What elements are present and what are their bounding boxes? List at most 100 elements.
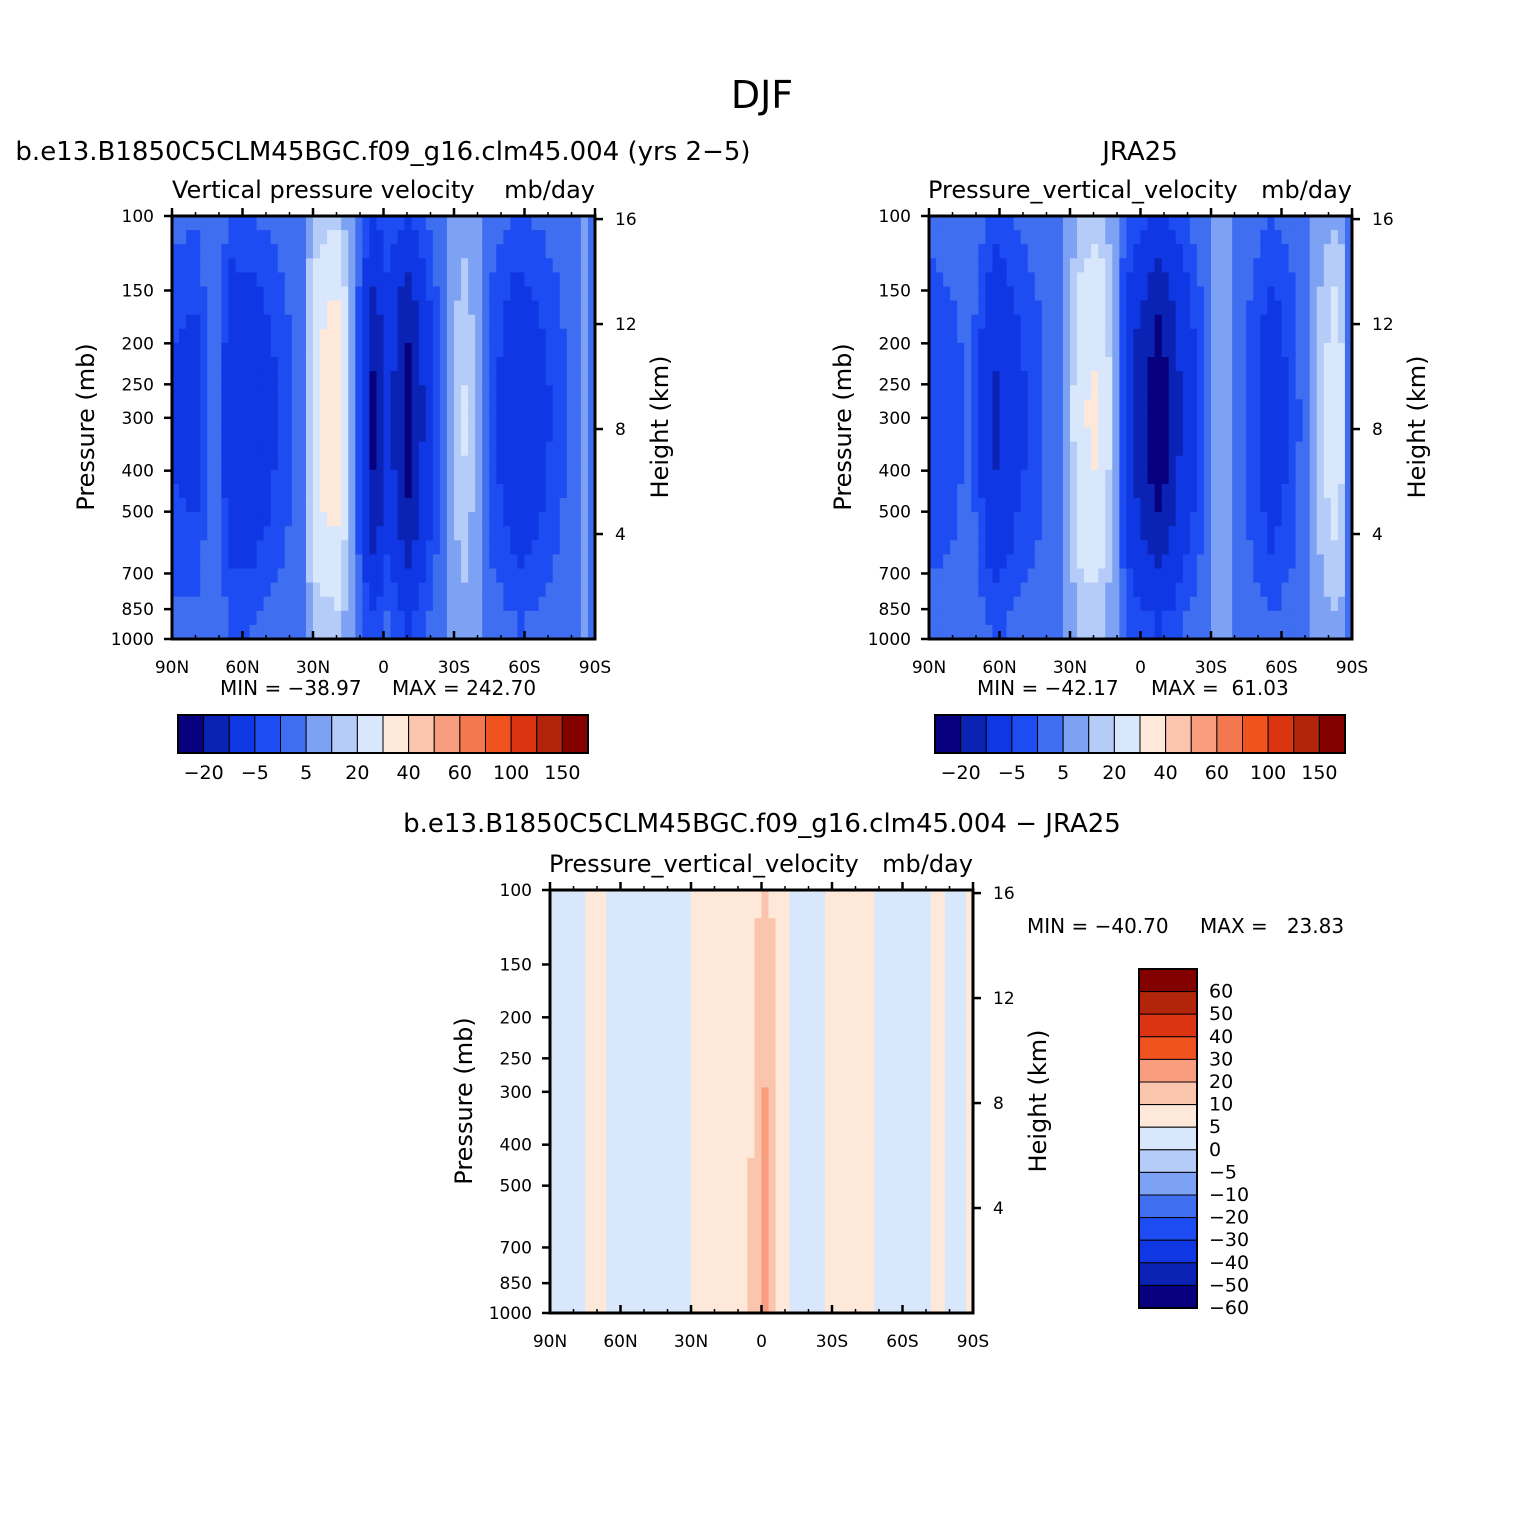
field-cell xyxy=(733,918,741,933)
field-cell xyxy=(1295,244,1304,259)
field-cell xyxy=(964,455,972,471)
field-cell xyxy=(503,540,511,555)
field-cell xyxy=(489,399,497,414)
field-cell xyxy=(1232,258,1240,273)
field-cell xyxy=(1055,244,1064,259)
field-cell xyxy=(768,960,777,976)
field-cell xyxy=(1309,357,1318,372)
field-cell xyxy=(552,258,561,273)
field-cell xyxy=(775,1087,784,1103)
field-cell xyxy=(620,1228,629,1244)
field-cell xyxy=(1133,568,1142,584)
field-cell xyxy=(179,314,187,330)
field-cell xyxy=(1168,427,1177,443)
field-cell xyxy=(627,960,636,976)
field-cell xyxy=(1330,469,1339,485)
field-cell xyxy=(550,918,558,933)
field-cell xyxy=(1330,371,1339,386)
field-cell xyxy=(1316,244,1325,259)
field-cell xyxy=(943,258,951,273)
field-cell xyxy=(599,1172,607,1187)
y-tick-label: 500 xyxy=(122,503,154,523)
field-cell xyxy=(298,483,307,499)
field-cell xyxy=(1055,554,1064,570)
field-cell xyxy=(1034,272,1043,288)
field-cell xyxy=(404,441,413,457)
field-cell xyxy=(698,1172,706,1187)
field-cell xyxy=(545,596,554,612)
field-cell xyxy=(698,1242,706,1258)
field-cell xyxy=(411,441,420,457)
field-cell xyxy=(256,230,265,245)
field-cell xyxy=(313,272,321,288)
field-cell xyxy=(1316,427,1325,443)
field-cell xyxy=(768,1016,777,1032)
field-cell xyxy=(320,554,328,570)
field-cell xyxy=(193,413,201,429)
field-cell xyxy=(200,455,208,471)
field-cell xyxy=(1203,258,1212,273)
field-cell xyxy=(1344,314,1353,330)
field-cell xyxy=(971,441,979,457)
field-cell xyxy=(489,483,497,499)
field-cell xyxy=(446,399,455,414)
field-cell xyxy=(1048,483,1057,499)
field-cell xyxy=(1260,526,1268,541)
field-cell xyxy=(503,554,511,570)
field-cell xyxy=(552,483,561,499)
field-cell xyxy=(712,1200,720,1215)
field-cell xyxy=(789,890,798,905)
field-cell xyxy=(397,371,406,386)
field-cell xyxy=(1203,610,1212,626)
colorbar-swatch xyxy=(382,714,410,754)
field-cell xyxy=(683,1143,692,1159)
field-cell xyxy=(362,286,370,302)
field-cell xyxy=(517,624,526,640)
field-cell xyxy=(1112,300,1120,316)
field-cell xyxy=(348,483,356,499)
field-cell xyxy=(1070,554,1078,570)
field-cell xyxy=(341,469,349,485)
field-cell xyxy=(1119,342,1127,358)
field-cell xyxy=(390,455,399,471)
field-cell xyxy=(284,357,293,372)
field-cell xyxy=(1119,483,1127,499)
field-cell xyxy=(929,610,937,626)
field-cell xyxy=(559,483,568,499)
field-cell xyxy=(1055,272,1064,288)
field-cell xyxy=(172,258,180,273)
field-cell xyxy=(1013,385,1022,400)
field-cell xyxy=(256,498,265,513)
field-cell xyxy=(1203,526,1212,541)
field-cell xyxy=(369,300,378,316)
field-cell xyxy=(1330,216,1339,231)
field-cell xyxy=(1182,624,1191,640)
field-cell xyxy=(475,272,483,288)
field-cell xyxy=(320,455,328,471)
field-cell xyxy=(1006,258,1015,273)
field-cell xyxy=(1013,526,1022,541)
field-cell xyxy=(733,1270,741,1286)
field-cell xyxy=(1112,314,1120,330)
field-cell xyxy=(789,1101,798,1117)
field-cell xyxy=(531,427,540,443)
field-cell xyxy=(564,1256,572,1272)
field-cell xyxy=(179,300,187,316)
field-cell xyxy=(810,946,819,962)
field-cell xyxy=(985,498,994,513)
field-cell xyxy=(242,399,251,414)
field-cell xyxy=(1196,244,1205,259)
field-cell xyxy=(1062,357,1071,372)
field-cell xyxy=(1246,371,1254,386)
field-cell xyxy=(200,328,208,344)
field-cell xyxy=(580,230,589,245)
field-cell xyxy=(425,540,434,555)
field-cell xyxy=(691,1284,699,1300)
field-cell xyxy=(369,427,378,443)
field-cell xyxy=(580,582,589,598)
field-cell xyxy=(705,1045,713,1060)
field-cell xyxy=(1041,272,1050,288)
field-cell xyxy=(517,300,526,316)
field-cell xyxy=(1267,300,1276,316)
field-cell xyxy=(1253,540,1261,555)
